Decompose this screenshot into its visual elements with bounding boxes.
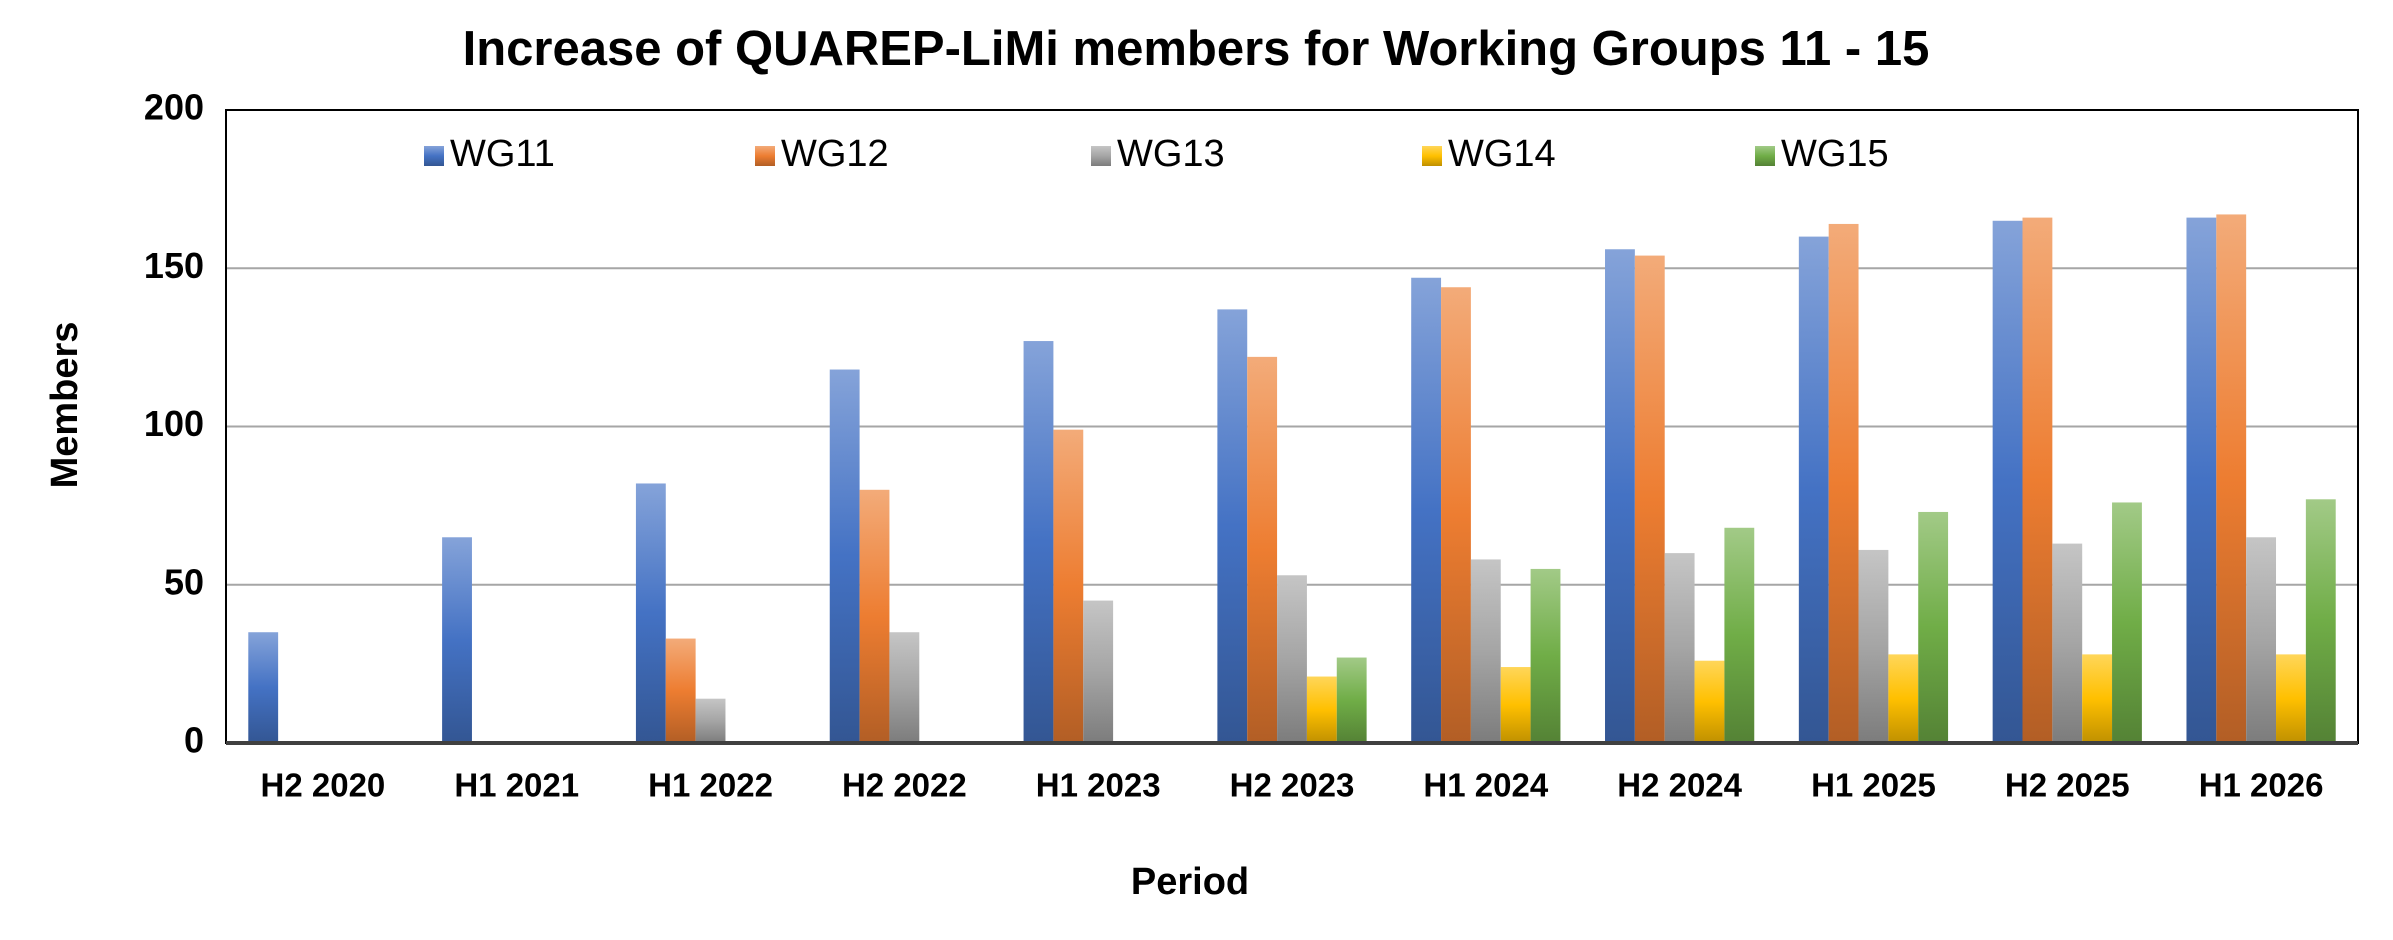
bar: [1306, 676, 1337, 743]
bar: [1247, 356, 1278, 743]
x-tick-label: H2 2024: [1617, 767, 1742, 804]
bar: [2052, 543, 2083, 743]
bar: [1858, 549, 1889, 743]
bar: [1888, 654, 1919, 743]
bar: [1217, 309, 1248, 743]
bar: [1083, 600, 1114, 743]
bar: [1500, 667, 1531, 743]
bar: [1470, 559, 1501, 743]
bar: [665, 638, 696, 743]
x-tick-label: H1 2023: [1036, 767, 1161, 804]
bar: [2246, 537, 2277, 743]
bar: [2305, 499, 2336, 743]
legend-swatch: [755, 146, 775, 166]
legend-swatch: [1422, 146, 1442, 166]
bar: [859, 489, 890, 743]
bar: [695, 698, 726, 743]
bar: [1530, 568, 1561, 743]
bar: [1605, 249, 1635, 743]
x-tick-label: H1 2026: [2199, 767, 2324, 804]
y-tick-label: 150: [144, 245, 204, 286]
bar: [1336, 657, 1367, 743]
x-tick-label: H1 2022: [648, 767, 773, 804]
bar: [248, 632, 279, 743]
legend-label: WG12: [781, 133, 889, 175]
bar: [2216, 214, 2247, 743]
bar: [1992, 220, 2023, 743]
x-tick-label: H2 2020: [261, 767, 386, 804]
bar: [1724, 527, 1755, 743]
bar: [1023, 341, 1054, 743]
x-tick-label: H1 2025: [1811, 767, 1936, 804]
bar: [2082, 654, 2113, 743]
bar: [442, 537, 472, 743]
x-axis-title: Period: [1131, 861, 1249, 903]
y-tick-label: 0: [184, 720, 204, 761]
bar: [829, 369, 860, 743]
y-tick-label: 50: [164, 561, 204, 602]
x-tick-label: H1 2024: [1423, 767, 1548, 804]
y-axis-title: Members: [44, 322, 86, 489]
bar: [889, 632, 920, 743]
chart-title: Increase of QUAREP-LiMi members for Work…: [463, 22, 1930, 76]
legend-label: WG11: [450, 133, 555, 175]
bar: [1798, 236, 1829, 743]
bar: [2186, 217, 2217, 744]
legend-label: WG14: [1448, 133, 1556, 175]
bar: [1277, 575, 1307, 743]
x-tick-label: H1 2021: [454, 767, 579, 804]
bar: [2022, 217, 2053, 744]
bar: [2276, 654, 2306, 743]
x-tick-label: H2 2025: [2005, 767, 2130, 804]
bar: [1664, 553, 1695, 743]
y-tick-label: 100: [144, 403, 204, 444]
x-tick-label: H2 2023: [1230, 767, 1355, 804]
bar: [1441, 287, 1471, 743]
bar: [1828, 223, 1859, 743]
bar: [635, 483, 666, 743]
bar: [1053, 429, 1084, 743]
y-tick-label: 200: [144, 87, 204, 128]
legend-label: WG13: [1117, 133, 1225, 175]
legend-swatch: [424, 146, 444, 166]
bar: [1411, 277, 1442, 743]
legend-label: WG15: [1781, 133, 1889, 175]
bar: [1694, 660, 1725, 743]
bar: [1634, 255, 1665, 743]
x-tick-label: H2 2022: [842, 767, 967, 804]
bar: [2112, 502, 2142, 743]
legend-swatch: [1091, 146, 1111, 166]
legend-swatch: [1755, 146, 1775, 166]
bar: [1918, 511, 1949, 743]
